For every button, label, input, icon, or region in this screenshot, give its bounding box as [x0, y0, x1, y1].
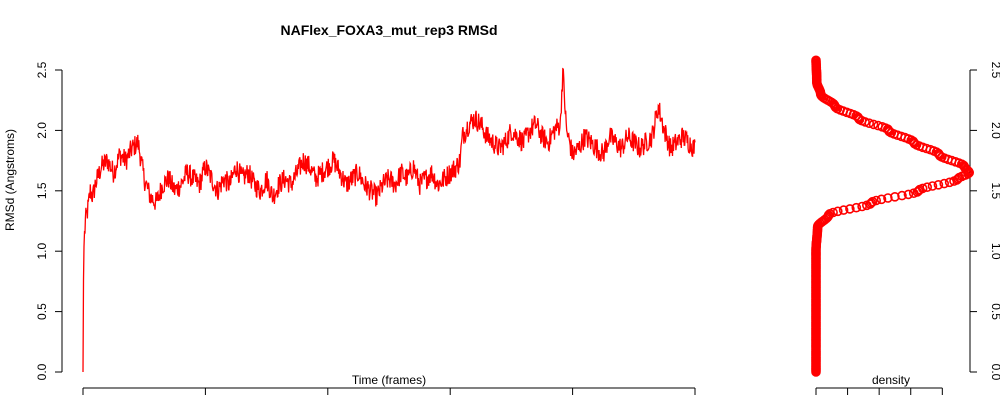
density-axes: 0.0000.0040.0080.00.51.01.52.02.5 [801, 62, 1000, 400]
density-y-tick-label: 0.5 [989, 303, 1000, 320]
density-point [933, 180, 944, 190]
y-tick-label: 2.5 [35, 61, 49, 78]
density-axis-label: density [872, 373, 910, 387]
density-point [877, 122, 888, 132]
density-point [897, 190, 907, 201]
density-point [873, 120, 883, 131]
density-point [868, 119, 879, 130]
density-y-tick-label: 1.0 [989, 243, 1000, 260]
density-point [927, 181, 938, 191]
density-point [883, 193, 893, 203]
rmsd-line [82, 67, 696, 373]
density-y-tick-label: 1.5 [989, 182, 1000, 199]
density-point [811, 55, 821, 66]
y-tick-label: 2.0 [35, 122, 49, 139]
y-axis-label: RMSd (Angstroms) [3, 129, 17, 231]
density-y-tick-label: 0.0 [989, 364, 1000, 381]
density-y-tick-label: 2.5 [989, 62, 1000, 79]
density-point [876, 194, 887, 205]
y-tick-label: 1.5 [35, 182, 49, 199]
x-axis-label: Time (frames) [352, 373, 426, 387]
density-y-tick-label: 2.0 [989, 122, 1000, 139]
y-tick-label: 0.0 [35, 363, 49, 380]
density-point [866, 198, 877, 208]
density-point [917, 183, 928, 194]
density-series [811, 55, 975, 377]
density-point [851, 202, 862, 213]
density-point [871, 195, 882, 206]
density-point [832, 206, 843, 217]
y-tick-label: 1.0 [35, 243, 49, 260]
main-axes: 0100020003000400050000.00.51.01.52.02.5 [35, 61, 709, 400]
y-tick-label: 0.5 [35, 303, 49, 320]
rmsd-series [82, 67, 696, 373]
density-point [933, 148, 944, 159]
density-point [903, 189, 914, 200]
density-point [939, 178, 950, 189]
density-point [838, 205, 849, 215]
density-point [922, 182, 933, 192]
density-point [845, 204, 855, 214]
density-point [828, 207, 838, 218]
chart-title: NAFlex_FOXA3_mut_rep3 RMSd [280, 22, 497, 38]
